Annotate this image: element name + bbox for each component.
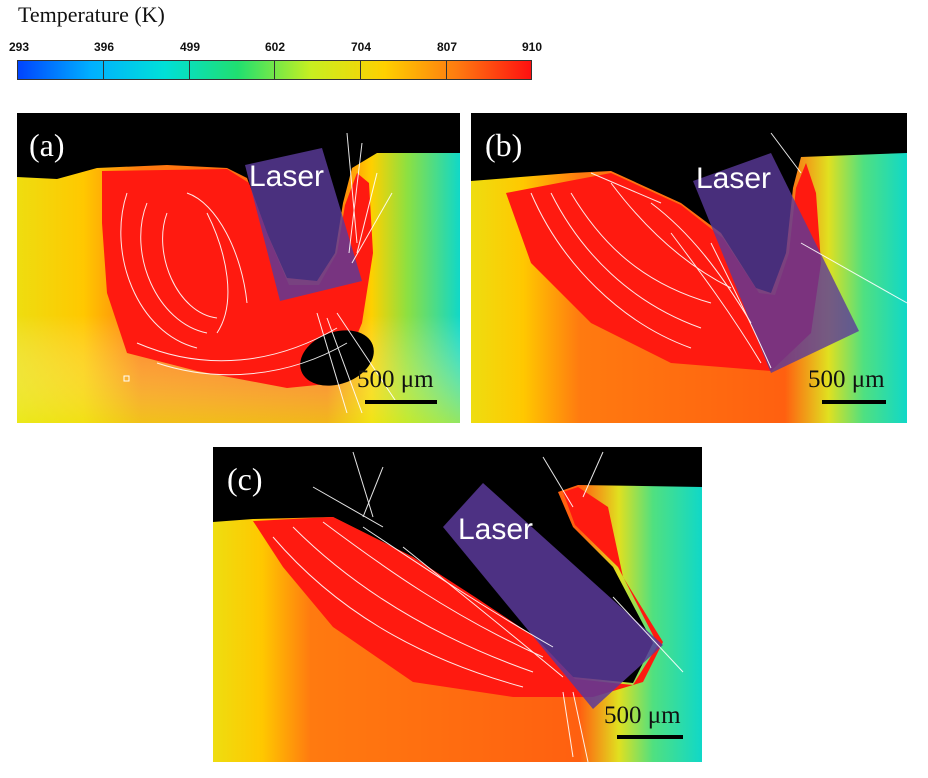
scale-bar (365, 400, 437, 404)
panel-a: (a) Laser 500 μm (17, 113, 460, 423)
colorbar-tick-label: 602 (264, 40, 286, 54)
colorbar-tick (446, 61, 447, 79)
panel-label: (c) (227, 461, 263, 497)
scale-bar-label: 500 μm (604, 702, 681, 729)
colorbar-tick (103, 61, 104, 79)
panel-label: (a) (29, 127, 65, 163)
laser-label: Laser (249, 160, 325, 193)
laser-label: Laser (696, 162, 772, 195)
panel-b: (b) Laser 500 μm (471, 113, 907, 423)
colorbar-tick-label: 910 (521, 40, 543, 54)
panel-a-field (17, 113, 460, 423)
panel-c-field (213, 447, 702, 762)
scale-bar (617, 735, 683, 739)
panel-label: (b) (485, 127, 523, 163)
colorbar-tick-label: 396 (93, 40, 115, 54)
colorbar-tick-label: 704 (350, 40, 372, 54)
laser-label: Laser (458, 513, 534, 546)
colorbar-title: Temperature (K) (18, 2, 165, 27)
scale-bar-label: 500 μm (357, 366, 434, 393)
colorbar-tick (274, 61, 275, 79)
scale-bar-label: 500 μm (808, 366, 885, 393)
colorbar-tick-label: 499 (179, 40, 201, 54)
scale-bar (822, 400, 886, 404)
colorbar-tick (189, 61, 190, 79)
colorbar-tick (360, 61, 361, 79)
panel-c: (c) Laser 500 μm (213, 447, 702, 762)
colorbar-tick-label: 807 (436, 40, 458, 54)
panel-b-field (471, 113, 907, 423)
colorbar-tick-label: 293 (8, 40, 30, 54)
colorbar (17, 60, 532, 80)
